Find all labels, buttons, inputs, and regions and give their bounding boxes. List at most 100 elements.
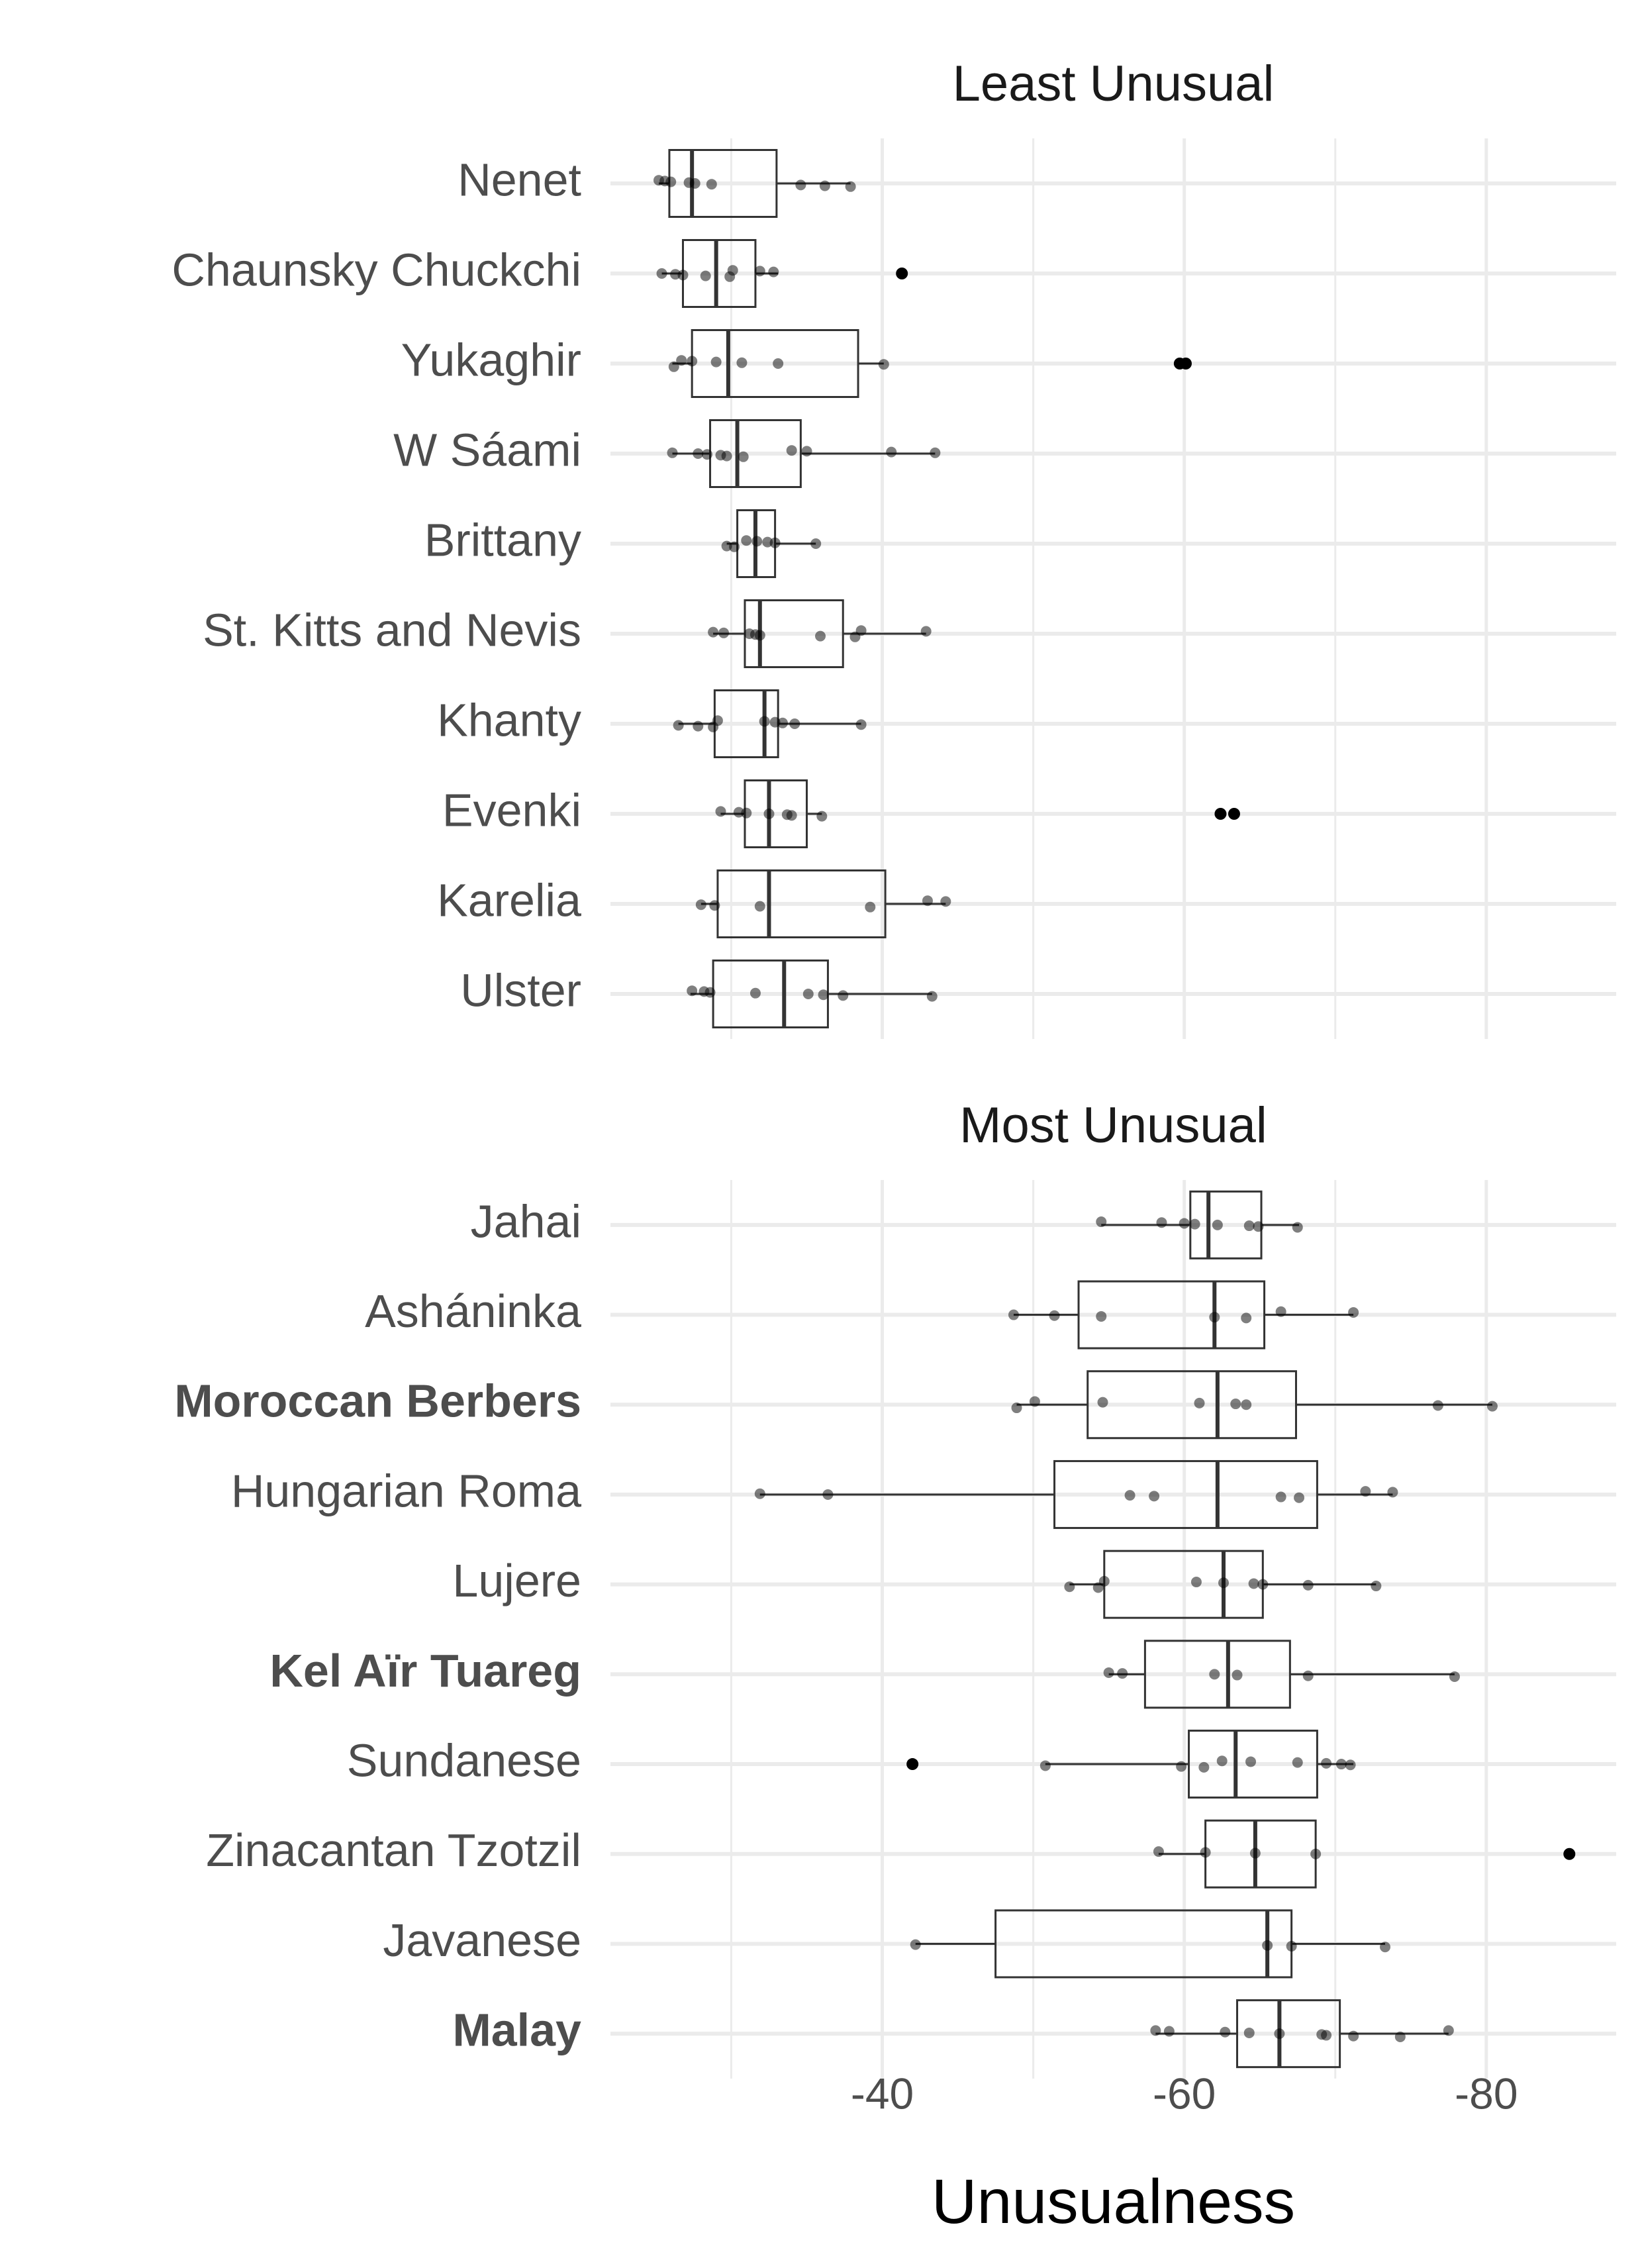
point (1348, 1307, 1359, 1318)
box (1236, 1999, 1341, 2069)
point (1216, 1755, 1228, 1767)
point (1008, 1309, 1019, 1320)
box (1087, 1370, 1297, 1440)
category-label: Asháninka (365, 1285, 581, 1337)
point (1049, 1310, 1060, 1321)
point (920, 626, 932, 637)
point (1449, 1671, 1460, 1682)
point (738, 451, 749, 462)
point (1189, 1218, 1200, 1230)
point (1230, 1399, 1241, 1410)
point (1380, 1942, 1391, 1953)
x-tick-label: -80 (1455, 2069, 1518, 2118)
point (729, 541, 740, 552)
category-label: Ulster (460, 964, 581, 1016)
category-label: Kel Aïr Tuareg (269, 1645, 581, 1697)
point (845, 181, 856, 192)
point (754, 630, 765, 641)
x-tick-label: -60 (1153, 2069, 1216, 2118)
category-label: Javanese (383, 1914, 581, 1966)
outlier (1214, 808, 1227, 820)
point (815, 630, 826, 642)
point (1443, 2025, 1454, 2036)
category-label: Malay (452, 2004, 581, 2056)
point (1179, 1218, 1190, 1229)
point (1294, 1492, 1305, 1503)
point (886, 446, 897, 458)
point (668, 361, 679, 372)
point (1253, 1221, 1264, 1232)
point (1335, 1759, 1347, 1770)
point (673, 720, 684, 731)
point (1387, 1487, 1398, 1498)
point (838, 990, 849, 1001)
point (1486, 1401, 1498, 1412)
point (1200, 1847, 1211, 1858)
point (712, 715, 723, 726)
point (865, 901, 876, 912)
point (1292, 1757, 1303, 1768)
point (741, 807, 752, 818)
x-tick-label: -40 (851, 2069, 914, 2118)
point (1302, 1579, 1314, 1591)
category-label: Nenet (458, 154, 581, 205)
point (1241, 1312, 1252, 1324)
point (1064, 1581, 1075, 1593)
point (1257, 1579, 1269, 1590)
point (676, 355, 687, 366)
point (810, 538, 822, 549)
outlier (1179, 358, 1192, 370)
box (1143, 1640, 1291, 1709)
point (1163, 2026, 1175, 2037)
point (1371, 1581, 1382, 1592)
point (721, 450, 732, 462)
point (1394, 2031, 1406, 2042)
point (802, 989, 814, 999)
point (822, 1489, 834, 1500)
point (695, 899, 706, 911)
point (1103, 1667, 1114, 1678)
point (689, 178, 700, 189)
point (768, 266, 779, 277)
category-label: Moroccan Berbers (174, 1375, 581, 1427)
point (754, 266, 765, 277)
point (819, 180, 830, 191)
point (1194, 1397, 1205, 1408)
outlier (1228, 808, 1240, 820)
point (789, 718, 800, 729)
point (677, 270, 689, 281)
point (1097, 1397, 1108, 1408)
point (1232, 1669, 1243, 1681)
point (940, 896, 951, 907)
point (1248, 1578, 1259, 1589)
point (710, 356, 722, 368)
point (1096, 1310, 1107, 1322)
outlier (906, 1758, 919, 1771)
point (763, 809, 775, 819)
point (1190, 1577, 1202, 1588)
category-label: Brittany (424, 514, 581, 566)
point (1149, 1491, 1160, 1502)
point (769, 537, 781, 548)
point (754, 1488, 765, 1499)
point (1345, 1759, 1356, 1771)
point (786, 445, 797, 456)
outlier (896, 268, 908, 279)
point (736, 357, 748, 368)
point (700, 270, 711, 281)
point (773, 358, 784, 369)
point (709, 900, 720, 911)
category-label: St. Kitts and Nevis (203, 604, 581, 656)
point (751, 536, 763, 547)
panel-title: Least Unusual (953, 56, 1275, 112)
point (801, 446, 812, 457)
category-label: Chaunsky Chuckchi (171, 244, 581, 295)
point (715, 806, 726, 817)
point (786, 810, 797, 821)
point (1292, 1222, 1303, 1233)
point (922, 895, 933, 907)
box (1053, 1459, 1318, 1529)
point (667, 447, 678, 458)
point (687, 356, 698, 367)
